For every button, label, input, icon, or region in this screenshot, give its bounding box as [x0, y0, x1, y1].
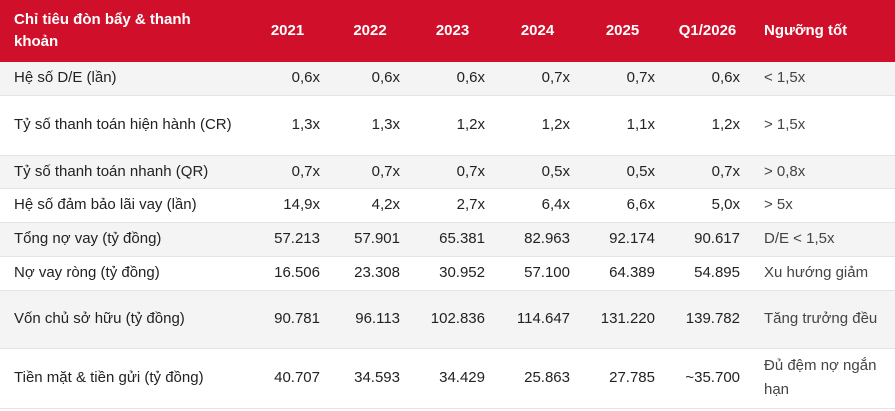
- cell: Đủ đệm nợ ngắn hạn: [750, 348, 895, 409]
- table-row: Hệ số đảm bảo lãi vay (lần) 14,9x 4,2x 2,7x…: [0, 188, 895, 223]
- cell: 0,7x: [495, 62, 580, 96]
- table-row: Hệ số D/E (lần) 0,6x 0,6x 0,6x 0,7x 0,7x 0,6x <…: [0, 62, 895, 96]
- header-row: Chỉ tiêu đòn bẩy & thanh khoản 2021 2022 20…: [0, 0, 895, 62]
- table-row: Tổng nợ vay (tỷ đồng) 57.213 57.901 65.381 8…: [0, 222, 895, 257]
- cell: > 5x: [750, 188, 895, 223]
- cell: 0,7x: [410, 155, 495, 189]
- cell: 1,1x: [580, 95, 665, 156]
- cell: 0,6x: [665, 62, 750, 96]
- header-cell: 2023: [410, 0, 495, 62]
- cell: 23.308: [330, 256, 410, 291]
- header-cell: 2025: [580, 0, 665, 62]
- cell: 57.100: [495, 256, 580, 291]
- cell: 14,9x: [245, 188, 330, 223]
- table-row: Tỷ số thanh toán nhanh (QR) 0,7x 0,7x 0,7x 0…: [0, 155, 895, 189]
- table-body: Hệ số D/E (lần) 0,6x 0,6x 0,6x 0,7x 0,7x 0,6x <…: [0, 62, 895, 409]
- row-label: Hệ số D/E (lần): [0, 62, 245, 96]
- cell: 64.389: [580, 256, 665, 291]
- cell: 0,5x: [495, 155, 580, 189]
- cell: 1,2x: [410, 95, 495, 156]
- cell: 1,2x: [495, 95, 580, 156]
- cell: 30.952: [410, 256, 495, 291]
- cell: 1,3x: [245, 95, 330, 156]
- cell: 1,3x: [330, 95, 410, 156]
- cell: 96.113: [330, 290, 410, 349]
- cell: ~35.700: [665, 348, 750, 409]
- cell: 1,2x: [665, 95, 750, 156]
- table-row: Tỷ số thanh toán hiện hành (CR) 1,3x 1,3x 1…: [0, 95, 895, 156]
- cell: 5,0x: [665, 188, 750, 223]
- cell: 92.174: [580, 222, 665, 257]
- cell: Tăng trưởng đều: [750, 290, 895, 349]
- cell: 0,7x: [245, 155, 330, 189]
- cell: D/E < 1,5x: [750, 222, 895, 257]
- table-row: Nợ vay ròng (tỷ đồng) 16.506 23.308 30.952 5…: [0, 256, 895, 291]
- cell: 90.617: [665, 222, 750, 257]
- header-cell: 2021: [245, 0, 330, 62]
- table-row: Tiền mặt & tiền gửi (tỷ đồng) 40.707 34.59…: [0, 348, 895, 409]
- header-cell: Q1/2026: [665, 0, 750, 62]
- cell: 139.782: [665, 290, 750, 349]
- cell: 34.593: [330, 348, 410, 409]
- cell: 102.836: [410, 290, 495, 349]
- header-cell: 2024: [495, 0, 580, 62]
- cell: 114.647: [495, 290, 580, 349]
- cell: 0,7x: [665, 155, 750, 189]
- cell: 82.963: [495, 222, 580, 257]
- cell: 0,6x: [245, 62, 330, 96]
- cell: > 1,5x: [750, 95, 895, 156]
- row-label: Vốn chủ sở hữu (tỷ đồng): [0, 290, 245, 349]
- cell: 65.381: [410, 222, 495, 257]
- cell: 90.781: [245, 290, 330, 349]
- cell: < 1,5x: [750, 62, 895, 96]
- cell: 6,4x: [495, 188, 580, 223]
- cell: 57.901: [330, 222, 410, 257]
- cell: 0,5x: [580, 155, 665, 189]
- cell: 4,2x: [330, 188, 410, 223]
- cell: 34.429: [410, 348, 495, 409]
- cell: 25.863: [495, 348, 580, 409]
- cell: 54.895: [665, 256, 750, 291]
- row-label: Tỷ số thanh toán nhanh (QR): [0, 155, 245, 189]
- table-row: Vốn chủ sở hữu (tỷ đồng) 90.781 96.113 102.…: [0, 290, 895, 349]
- cell: 131.220: [580, 290, 665, 349]
- cell: 16.506: [245, 256, 330, 291]
- row-label: Hệ số đảm bảo lãi vay (lần): [0, 188, 245, 223]
- row-label: Tiền mặt & tiền gửi (tỷ đồng): [0, 348, 245, 409]
- row-label: Tổng nợ vay (tỷ đồng): [0, 222, 245, 257]
- header-cell: Chỉ tiêu đòn bẩy & thanh khoản: [0, 0, 245, 62]
- cell: 0,7x: [580, 62, 665, 96]
- cell: 0,6x: [410, 62, 495, 96]
- cell: 57.213: [245, 222, 330, 257]
- cell: 0,7x: [330, 155, 410, 189]
- cell: > 0,8x: [750, 155, 895, 189]
- row-label: Nợ vay ròng (tỷ đồng): [0, 256, 245, 291]
- cell: Xu hướng giảm: [750, 256, 895, 291]
- cell: 27.785: [580, 348, 665, 409]
- row-label: Tỷ số thanh toán hiện hành (CR): [0, 95, 245, 156]
- cell: 40.707: [245, 348, 330, 409]
- header-cell: Ngưỡng tốt: [750, 0, 895, 62]
- cell: 0,6x: [330, 62, 410, 96]
- cell: 2,7x: [410, 188, 495, 223]
- header-cell: 2022: [330, 0, 410, 62]
- cell: 6,6x: [580, 188, 665, 223]
